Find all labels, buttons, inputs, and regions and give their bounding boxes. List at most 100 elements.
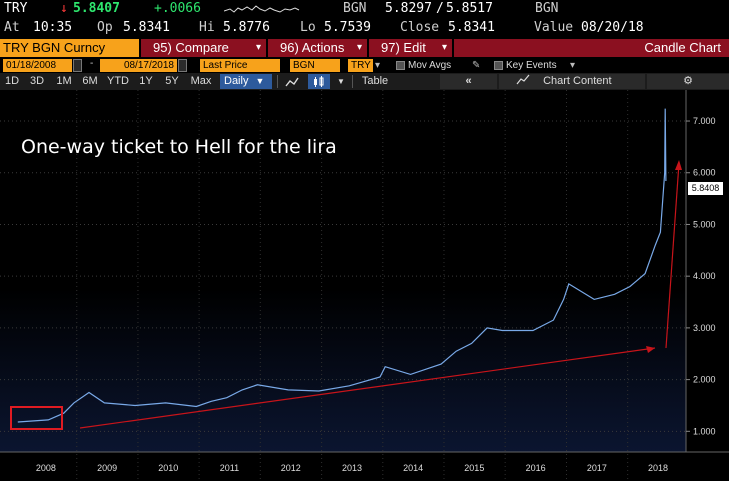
compare-number: 95): [153, 40, 172, 55]
high-value: 5.8776: [223, 20, 270, 35]
frequency-select[interactable]: Daily ▼: [220, 74, 272, 89]
period-5y[interactable]: 5Y: [165, 75, 179, 87]
close-value: 5.8341: [448, 20, 495, 35]
quote-row: At 10:35 Op 5.8341 Hi 5.8776 Lo 5.7539 C…: [0, 19, 729, 38]
y-tick-label: 4.000: [693, 271, 716, 281]
open-value: 5.8341: [123, 20, 170, 35]
quote-time: 10:35: [33, 20, 73, 35]
x-tick-label: 2017: [587, 463, 607, 473]
chevron-down-icon: ▾: [356, 42, 362, 53]
calendar-icon[interactable]: [73, 59, 82, 72]
period-1m[interactable]: 1M: [56, 75, 72, 87]
price-chart[interactable]: 1.000 2.000 3.000 4.000 5.000 6.000 7.000 2008…: [0, 90, 729, 481]
period-3d[interactable]: 3D: [29, 75, 45, 87]
y-tick-label: 1.000: [693, 426, 716, 436]
x-tick-label: 2015: [464, 463, 484, 473]
mov-avgs-checkbox[interactable]: [396, 61, 405, 70]
open-label: Op: [97, 20, 113, 35]
key-events-label: Key Events: [506, 60, 557, 71]
gear-icon: ⚙: [683, 75, 693, 87]
price-field-select[interactable]: Last Price: [200, 59, 280, 72]
chevron-down-icon: ▾: [441, 42, 447, 53]
start-date-field[interactable]: 01/18/2008: [3, 59, 72, 72]
pencil-icon[interactable]: ✎: [472, 60, 481, 71]
time-label: At: [4, 20, 20, 35]
ticker-row: TRY ↓ 5.8407 +.0066 BGN 5.8297 / 5.8517 …: [0, 0, 729, 19]
ticker-symbol: TRY: [4, 1, 28, 16]
currency-field[interactable]: TRY: [348, 59, 373, 72]
compare-button[interactable]: 95) Compare ▾: [141, 39, 266, 57]
chart-type-label: Candle Chart: [454, 39, 729, 57]
y-tick-label: 6.000: [693, 168, 716, 178]
value-label: Value: [534, 20, 574, 35]
period-1d[interactable]: 1D: [4, 75, 20, 87]
price-series: [17, 108, 667, 423]
actions-number: 96): [280, 40, 299, 55]
value-date: 08/20/18: [581, 20, 644, 35]
ask-price: 5.8517: [446, 1, 493, 16]
down-arrow-icon: ↓: [60, 1, 68, 16]
chart-content-button[interactable]: Chart Content: [499, 74, 645, 89]
chart-content-label: Chart Content: [543, 75, 612, 87]
x-tick-label: 2011: [220, 463, 239, 473]
menu-bar: TRY BGN Curncy 95) Compare ▾ 96) Actions…: [0, 39, 729, 57]
calendar-icon[interactable]: [178, 59, 187, 72]
collapse-button[interactable]: «: [440, 74, 497, 89]
source-field[interactable]: BGN: [290, 59, 340, 72]
period-1y[interactable]: 1Y: [139, 75, 153, 87]
y-tick-label: 7.000: [693, 116, 716, 126]
x-tick-label: 2013: [342, 463, 362, 473]
edit-number: 97): [381, 40, 400, 55]
y-tick-label: 5.000: [693, 219, 716, 229]
security-field[interactable]: TRY BGN Curncy: [0, 39, 139, 57]
quote-source: BGN: [343, 1, 367, 16]
chart-content-icon: [516, 74, 530, 85]
edit-button[interactable]: 97) Edit ▾: [369, 39, 452, 57]
trend-arrow-steep: [665, 162, 680, 349]
highlight-box: [10, 406, 63, 430]
chevron-down-icon[interactable]: ▾: [570, 60, 576, 71]
net-change: +.0066: [154, 1, 201, 16]
settings-button[interactable]: ⚙: [647, 74, 729, 89]
x-tick-label: 2008: [36, 463, 56, 473]
low-value: 5.7539: [324, 20, 371, 35]
trend-arrowhead-steep: [675, 160, 682, 170]
x-tick-label: 2010: [158, 463, 178, 473]
last-price: 5.8407: [73, 1, 120, 16]
x-tick-label: 2014: [403, 463, 423, 473]
chevron-down-icon[interactable]: ▼: [337, 77, 345, 86]
date-range-dash: -: [90, 58, 94, 69]
y-tick-label: 3.000: [693, 323, 716, 333]
trend-arrowhead-long: [646, 346, 655, 353]
bid-ask-separator: /: [436, 1, 444, 16]
actions-label: Actions: [301, 40, 345, 55]
line-chart-icon[interactable]: [283, 74, 301, 89]
high-label: Hi: [199, 20, 215, 35]
frequency-label: Daily: [224, 75, 249, 87]
period-6m[interactable]: 6M: [82, 75, 98, 87]
x-tick-label: 2009: [97, 463, 117, 473]
key-events-checkbox[interactable]: [494, 61, 503, 70]
compare-label: Compare: [175, 40, 229, 55]
mov-avgs-label: Mov Avgs: [408, 60, 452, 71]
end-date-field[interactable]: 08/17/2018: [100, 59, 177, 72]
x-tick-label: 2012: [281, 463, 301, 473]
table-button[interactable]: Table: [361, 75, 389, 87]
quote-source-2: BGN: [535, 1, 559, 16]
y-axis: 1.000 2.000 3.000 4.000 5.000 6.000 7.000: [686, 116, 716, 436]
x-gridlines: [76, 90, 629, 480]
period-ytd[interactable]: YTD: [107, 75, 129, 87]
x-tick-label: 2016: [526, 463, 546, 473]
candle-chart-icon[interactable]: [308, 74, 330, 89]
chart-annotation: One-way ticket to Hell for the lira: [21, 136, 337, 158]
y-tick-label: 2.000: [693, 375, 716, 385]
bid-price: 5.8297: [385, 1, 432, 16]
actions-button[interactable]: 96) Actions ▾: [268, 39, 367, 57]
double-chevron-left-icon: «: [465, 75, 472, 87]
close-label: Close: [400, 20, 440, 35]
sparkline-icon: [224, 5, 300, 13]
chart-toolbar: 1D 3D 1M 6M YTD 1Y 5Y Max Daily ▼ ▼ Tabl…: [0, 73, 729, 90]
edit-label: Edit: [403, 40, 426, 55]
chevron-down-icon[interactable]: ▾: [375, 60, 381, 71]
period-max[interactable]: Max: [190, 75, 212, 87]
